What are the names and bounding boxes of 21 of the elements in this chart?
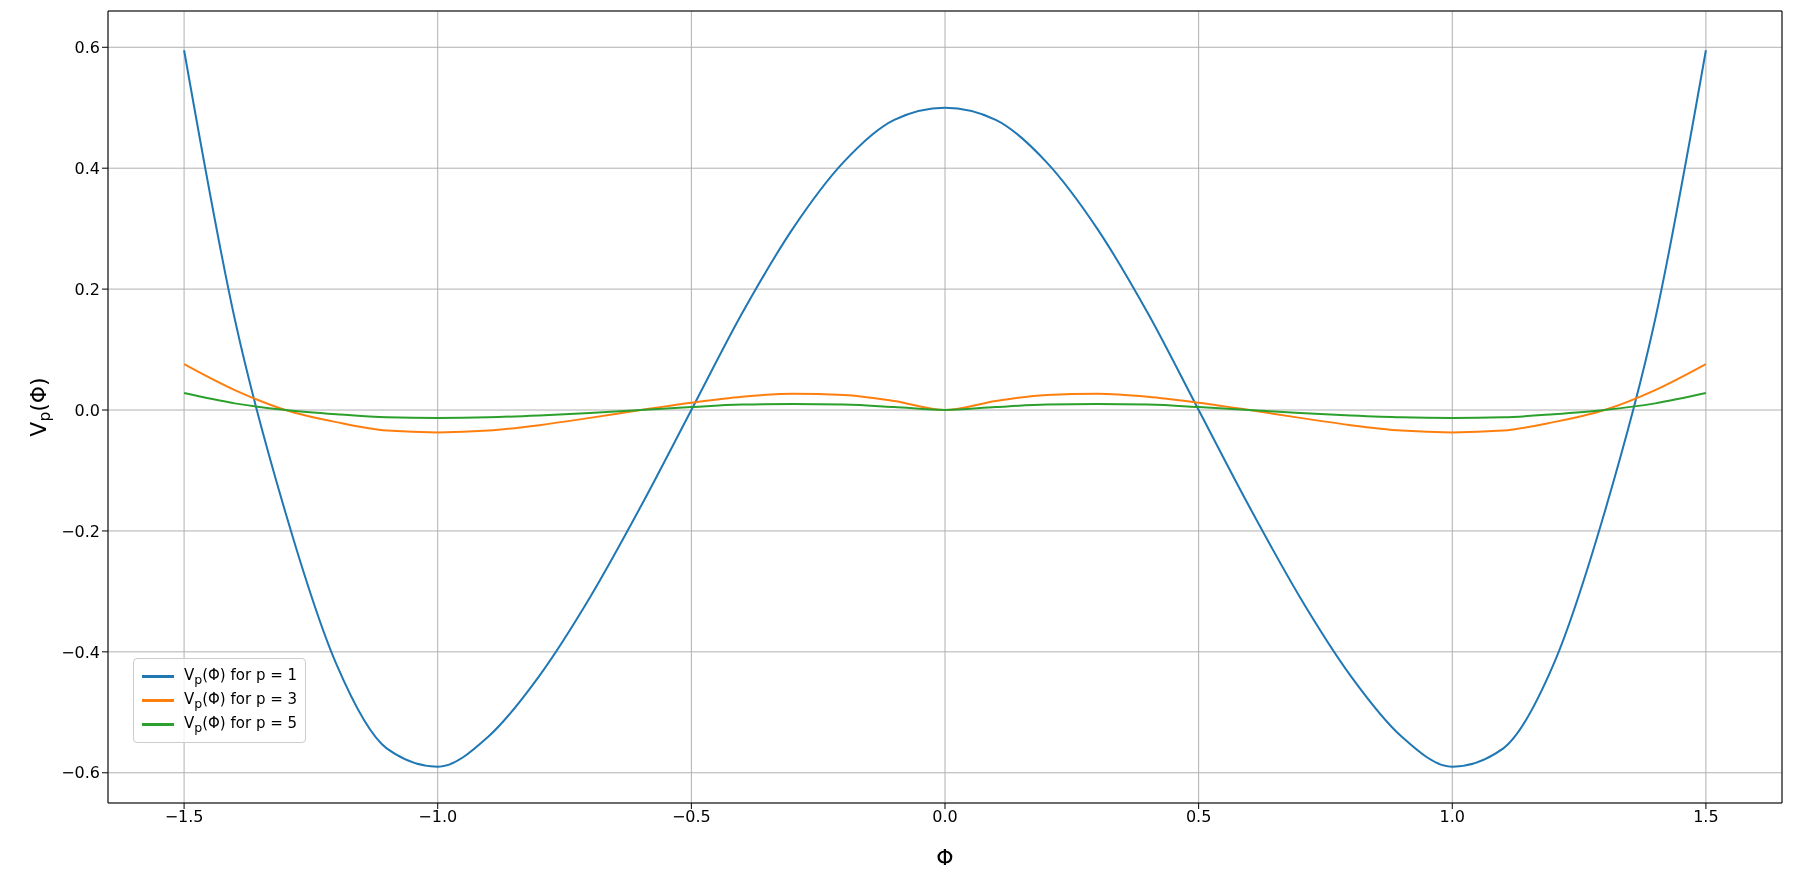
y-tick-label: −0.6 [61, 763, 100, 783]
y-tick-label: −0.2 [61, 521, 100, 541]
y-tick-label: 0.2 [74, 279, 100, 299]
x-axis-title: Φ [936, 845, 954, 870]
y-tick-label: 0.6 [74, 37, 100, 57]
x-tick-label: 1.5 [1693, 807, 1719, 827]
y-tick-label: 0.4 [74, 158, 100, 178]
x-tick-label: −1.0 [418, 807, 458, 827]
y-tick-label: −0.4 [61, 642, 100, 662]
x-tick-label: −1.5 [164, 807, 204, 827]
x-tick-label: 0.5 [1185, 807, 1212, 827]
line-series [183, 49, 1707, 768]
line-series [183, 392, 1707, 419]
legend-label: V$_{p}$(Φ) for p = 5 [184, 714, 298, 735]
x-tick-label: 1.0 [1439, 807, 1465, 827]
y-tick-label: 0.0 [74, 400, 100, 420]
x-tick-label: 0.0 [932, 807, 958, 827]
x-tick-label: −0.5 [671, 807, 711, 827]
line-series [183, 363, 1707, 434]
legend-label: V$_{p}$(Φ) for p = 1 [184, 666, 298, 687]
legend-label: V$_{p}$(Φ) for p = 3 [184, 690, 298, 711]
